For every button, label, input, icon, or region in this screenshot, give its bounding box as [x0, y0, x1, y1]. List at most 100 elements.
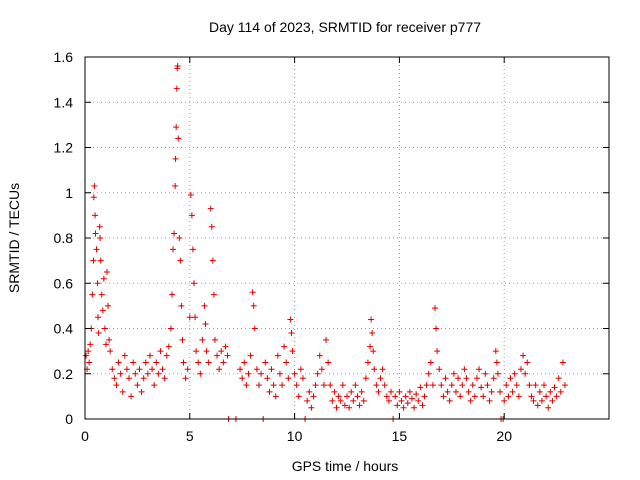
y-tick-label: 0.8 — [54, 230, 74, 246]
data-point — [352, 382, 359, 389]
data-point — [457, 393, 464, 400]
data-point — [526, 382, 533, 389]
data-point — [199, 336, 206, 343]
data-point — [331, 388, 338, 395]
data-point — [291, 370, 298, 377]
data-point — [333, 404, 340, 411]
data-point — [208, 223, 215, 230]
chart-title: Day 114 of 2023, SRMTID for receiver p77… — [209, 19, 481, 35]
y-axis-label: SRMTID / TECUs — [6, 183, 22, 293]
data-point — [140, 375, 147, 382]
data-point — [144, 370, 151, 377]
data-point — [192, 314, 199, 321]
y-tick-label: 0 — [65, 411, 73, 427]
data-point — [107, 348, 114, 355]
data-point — [283, 359, 290, 366]
data-point — [400, 404, 407, 411]
data-point — [364, 359, 371, 366]
data-point — [251, 325, 258, 332]
data-point — [318, 366, 325, 373]
data-point — [450, 370, 457, 377]
x-tick-label: 10 — [287, 428, 303, 444]
data-point — [436, 366, 443, 373]
data-point — [515, 393, 522, 400]
data-point — [476, 366, 483, 373]
data-point — [371, 366, 378, 373]
data-point — [520, 352, 527, 359]
data-point — [184, 366, 191, 373]
x-tick-label: 15 — [392, 428, 408, 444]
data-point — [530, 397, 537, 404]
x-tick-labels: 0 5 10 15 20 — [81, 428, 512, 444]
x-axis-label: GPS time / hours — [292, 458, 399, 474]
data-point — [172, 182, 179, 189]
data-point — [175, 135, 182, 142]
data-point — [549, 397, 556, 404]
data-point — [505, 393, 512, 400]
data-point — [220, 359, 227, 366]
y-tick-label: 0.4 — [54, 321, 74, 337]
data-point — [171, 230, 178, 237]
data-point — [438, 382, 445, 389]
grid-lines — [85, 57, 609, 419]
data-point — [339, 382, 346, 389]
data-point — [195, 359, 202, 366]
data-point — [173, 85, 180, 92]
data-point — [285, 375, 292, 382]
data-point — [341, 402, 348, 409]
data-point — [536, 388, 543, 395]
data-point — [128, 393, 135, 400]
data-point — [484, 382, 491, 389]
data-point — [323, 336, 330, 343]
data-point — [350, 397, 357, 404]
x-tick-label: 0 — [81, 428, 89, 444]
data-point — [417, 384, 424, 391]
data-point — [90, 257, 97, 264]
data-point — [288, 330, 295, 337]
data-point — [99, 307, 106, 314]
data-point — [459, 382, 466, 389]
data-point — [379, 366, 386, 373]
data-point — [461, 366, 468, 373]
data-point — [142, 359, 149, 366]
data-point — [517, 366, 524, 373]
data-point — [258, 370, 265, 377]
data-point — [279, 382, 286, 389]
data-point — [440, 393, 447, 400]
data-point — [354, 393, 361, 400]
data-point — [274, 352, 281, 359]
data-point — [119, 388, 126, 395]
data-point — [486, 397, 493, 404]
y-tick-labels: 0 0.2 0.4 0.6 0.8 1 1.2 1.4 1.6 — [54, 49, 74, 427]
y-tick-label: 1.4 — [54, 94, 74, 110]
data-point — [494, 370, 501, 377]
data-point — [522, 370, 529, 377]
data-point — [209, 257, 216, 264]
data-point — [146, 352, 153, 359]
data-point — [168, 291, 175, 298]
data-point — [151, 382, 158, 389]
data-point — [404, 400, 411, 407]
data-point — [203, 348, 210, 355]
data-point — [444, 388, 451, 395]
data-point — [538, 397, 545, 404]
data-point — [216, 366, 223, 373]
data-point — [89, 291, 96, 298]
data-point — [383, 393, 390, 400]
data-point — [188, 212, 195, 219]
data-point — [253, 366, 260, 373]
data-point — [249, 289, 256, 296]
data-point — [264, 375, 271, 382]
data-point — [105, 302, 112, 309]
axis-ticks — [84, 56, 609, 420]
data-point — [250, 302, 257, 309]
data-point — [335, 393, 342, 400]
data-point — [471, 393, 478, 400]
data-point — [369, 330, 376, 337]
data-point — [155, 370, 162, 377]
data-point — [551, 384, 558, 391]
data-point — [91, 182, 98, 189]
data-point — [87, 341, 94, 348]
data-point — [513, 382, 520, 389]
data-point — [100, 275, 107, 282]
